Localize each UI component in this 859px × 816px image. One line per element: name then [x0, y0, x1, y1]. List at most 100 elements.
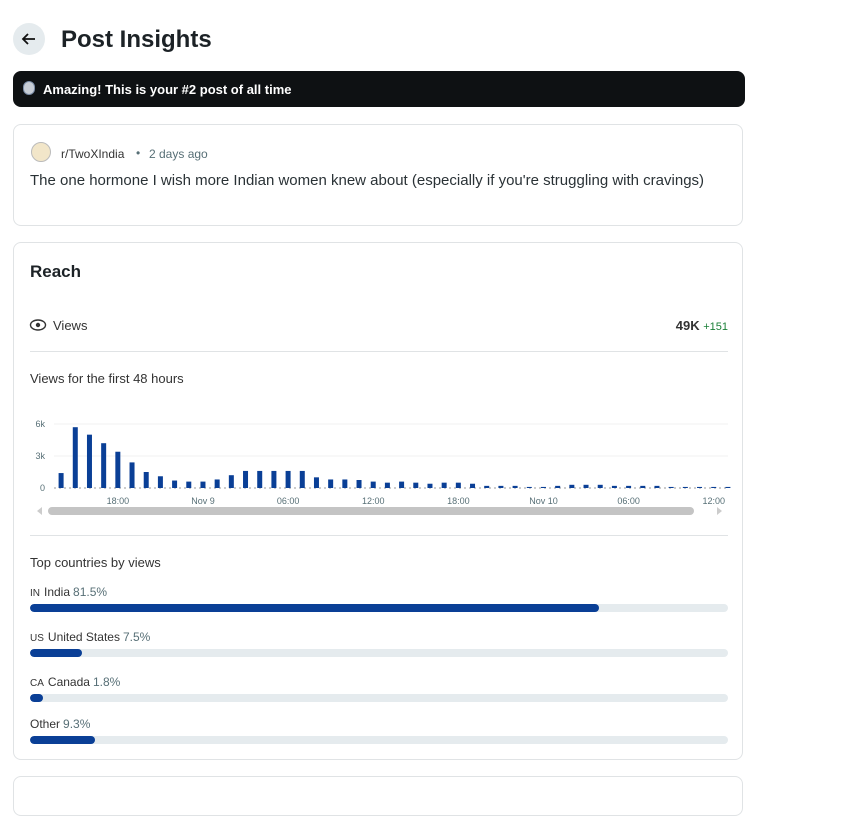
bar — [342, 479, 348, 488]
country-track — [30, 694, 728, 702]
bar — [299, 470, 305, 488]
y-tick-label: 0 — [40, 483, 45, 493]
countries-title: Top countries by views — [30, 555, 161, 570]
bar — [597, 484, 603, 488]
country-name: India — [44, 585, 71, 599]
scrollbar[interactable] — [48, 507, 694, 515]
bar — [356, 480, 362, 488]
dot: • — [136, 146, 141, 160]
bar — [668, 486, 674, 488]
country-code: US — [30, 633, 44, 644]
bar — [484, 485, 490, 488]
country-bar — [30, 736, 95, 744]
bar — [526, 486, 532, 488]
bar — [370, 481, 376, 488]
back-icon — [21, 33, 35, 45]
bar — [413, 482, 419, 488]
bar — [384, 482, 390, 488]
x-tick-label: Nov 10 — [529, 496, 558, 506]
scroll-right — [717, 507, 722, 515]
bar — [470, 483, 476, 488]
post-title: The one hormone I wish more Indian women… — [30, 172, 705, 189]
y-tick-label: 6k — [35, 419, 45, 429]
medal-icon — [23, 81, 35, 95]
reach-title: Reach — [30, 262, 82, 281]
divider — [30, 535, 728, 536]
bar — [697, 486, 703, 488]
bar — [555, 485, 561, 488]
country-bar — [30, 649, 83, 657]
eye-icon — [29, 319, 47, 331]
country-bar — [30, 604, 599, 612]
x-tick-label: 18:00 — [107, 496, 130, 506]
bar — [626, 485, 632, 488]
country-track — [30, 649, 728, 657]
country-share: 9.3% — [63, 717, 91, 731]
country-code: IN — [30, 588, 40, 599]
bar — [512, 485, 518, 488]
bar — [611, 485, 617, 488]
subreddit-avatar — [31, 142, 51, 162]
bar — [58, 473, 64, 488]
bar — [86, 434, 92, 488]
bar — [129, 462, 135, 488]
bar — [682, 486, 688, 488]
subreddit[interactable]: r/TwoXIndia — [61, 147, 125, 161]
country-label: CA Canada 1.8% — [30, 675, 120, 689]
x-tick-label: 06:00 — [617, 496, 640, 506]
post-card[interactable]: r/TwoXIndia • 2 days ago The one hormone… — [13, 124, 743, 226]
views-change: +151 — [703, 321, 728, 333]
bar — [654, 485, 660, 488]
country-label: Other 9.3% — [30, 717, 90, 731]
back-button[interactable] — [13, 23, 45, 55]
country-code: CA — [30, 678, 44, 689]
country-track — [30, 736, 728, 744]
views-total-row: 49K +151 — [676, 318, 728, 333]
bar — [569, 484, 575, 488]
bar — [115, 451, 121, 488]
next-card — [13, 776, 743, 816]
bar — [186, 481, 192, 488]
country-share: 1.8% — [92, 675, 121, 689]
country-name: Other — [30, 717, 61, 731]
chart-title: Views for the first 48 hours — [30, 371, 184, 386]
bar — [725, 486, 731, 488]
x-tick-label: 12:00 — [362, 496, 385, 506]
bar — [285, 470, 291, 488]
bar — [172, 480, 178, 488]
x-tick-label: Nov 9 — [191, 496, 215, 506]
country-share: 7.5% — [122, 630, 151, 644]
country-bar — [30, 694, 43, 702]
reach-card — [13, 242, 743, 760]
page-title: Post Insights — [61, 26, 212, 53]
bar — [540, 486, 546, 488]
bar — [228, 475, 234, 488]
bar — [200, 481, 206, 488]
bar — [583, 484, 589, 488]
x-tick-label: 06:00 — [277, 496, 300, 506]
bar — [498, 485, 504, 488]
bar — [143, 472, 149, 488]
x-tick-label: 12:00 — [702, 496, 725, 506]
country-track — [30, 604, 728, 612]
bar — [243, 470, 249, 488]
bar — [257, 470, 263, 488]
bar — [455, 482, 461, 488]
x-tick-label: 18:00 — [447, 496, 470, 506]
country-label: US United States 7.5% — [30, 630, 150, 644]
country-share: 81.5% — [73, 585, 108, 599]
bar — [101, 443, 107, 488]
chart: 0 3k 6k 18:00 Nov 9 06:00 12:00 18:00 Nov 10 06:0… — [35, 419, 731, 515]
banner-text: Amazing! This is your #2 post of all tim… — [43, 82, 292, 97]
views-total: 49K — [675, 318, 700, 333]
bar — [399, 481, 405, 488]
bar — [214, 479, 220, 488]
country-name: Canada — [47, 675, 90, 689]
bar — [711, 486, 717, 488]
divider — [30, 351, 728, 352]
y-tick-label: 3k — [35, 451, 45, 461]
bar — [328, 479, 334, 488]
bar — [441, 482, 447, 488]
country-name: United States — [47, 630, 120, 644]
page: Post Insights Amazing! This is your #2 p… — [13, 23, 745, 816]
